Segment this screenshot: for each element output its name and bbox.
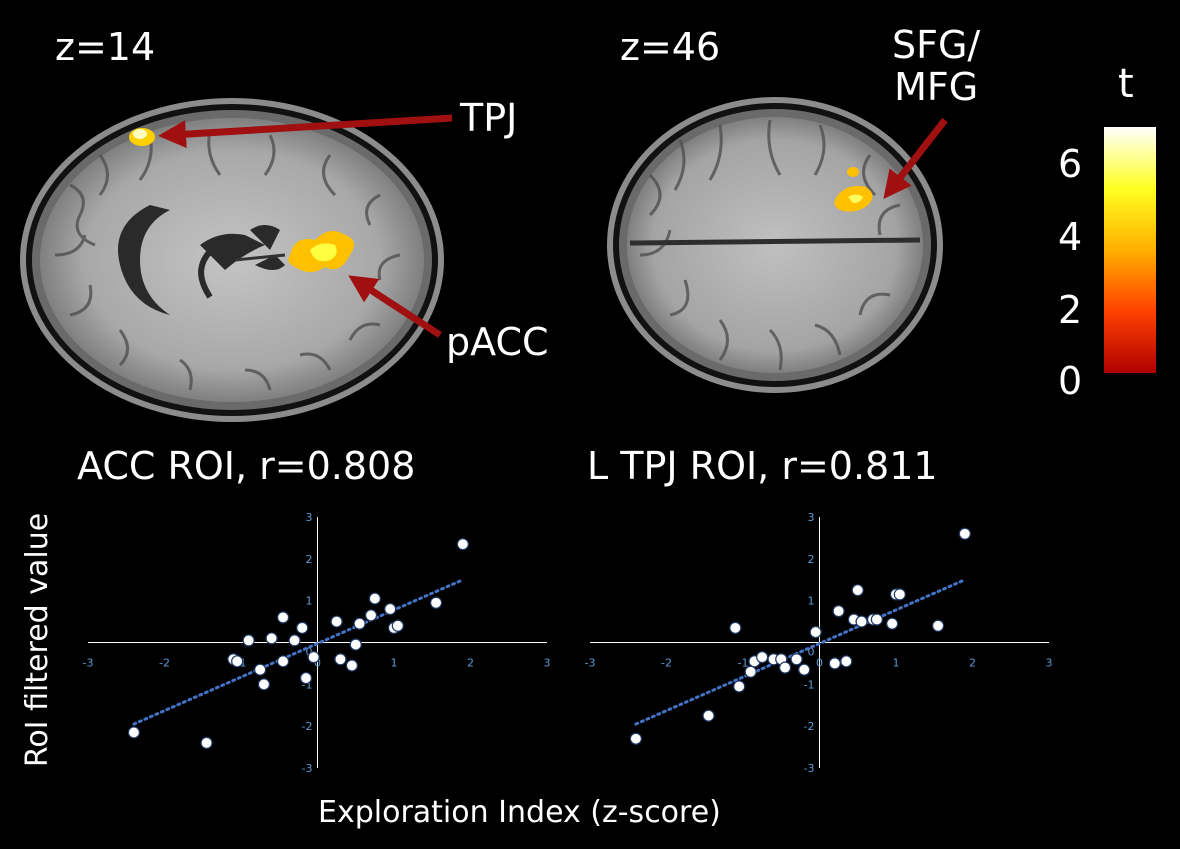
data-point — [886, 617, 899, 630]
data-point — [242, 634, 255, 647]
colorbar-tick: 0 — [1058, 359, 1083, 403]
data-point — [893, 588, 906, 601]
y-tick-label: -2 — [302, 720, 313, 733]
activation-blobs-z14 — [129, 128, 354, 272]
x-tick-label: -2 — [661, 657, 672, 670]
region-label-pacc: pACC — [446, 320, 549, 364]
data-point — [798, 663, 811, 676]
data-point — [345, 659, 359, 672]
data-point — [200, 736, 213, 749]
colorbar-title: t — [1118, 61, 1134, 107]
data-point — [629, 732, 643, 745]
data-point — [296, 621, 309, 634]
data-point — [391, 619, 404, 632]
x-tick-label: -3 — [83, 657, 94, 670]
data-point — [733, 680, 746, 693]
activation-blob-z46 — [834, 167, 873, 212]
y-tick-label: 2 — [306, 553, 313, 566]
data-point — [840, 655, 853, 668]
data-point — [702, 709, 715, 722]
data-point — [931, 619, 945, 632]
x-tick-label: 2 — [969, 657, 976, 670]
x-tick-label: -1 — [738, 657, 749, 670]
region-label-mfg: MFG — [894, 64, 979, 109]
x-tick-label: 3 — [1046, 657, 1053, 670]
data-point — [958, 527, 971, 540]
data-point — [832, 605, 845, 618]
data-point — [855, 615, 868, 628]
y-tick-label: 3 — [306, 511, 313, 524]
x-tick-label: 0 — [314, 657, 321, 670]
slice-label-z14: z=14 — [55, 25, 156, 69]
data-point — [364, 609, 378, 622]
x-tick-label: 1 — [893, 657, 900, 670]
data-point — [429, 596, 443, 609]
trend-line — [634, 578, 967, 726]
data-point — [744, 665, 757, 678]
brain-slice-z14 — [20, 98, 444, 422]
data-point — [384, 602, 397, 616]
data-point — [729, 621, 742, 634]
y-tick-label: 0 — [306, 646, 313, 659]
y-tick-label: 1 — [306, 595, 313, 608]
y-tick-label: -3 — [804, 762, 815, 775]
data-point — [368, 592, 381, 605]
trend-line — [132, 578, 465, 726]
data-point — [127, 726, 141, 739]
slice-label-z46: z=46 — [620, 25, 721, 69]
x-axis-title: Exploration Index (z-score) — [318, 795, 721, 830]
y-tick-label: -1 — [302, 678, 313, 691]
y-tick-label: 2 — [808, 553, 815, 566]
data-point — [456, 538, 469, 551]
colorbar-gradient — [1104, 127, 1156, 373]
arrow-pacc — [348, 275, 442, 338]
plot-title-acc: ACC ROI, r=0.808 — [77, 444, 416, 488]
y-tick-label: -2 — [804, 720, 815, 733]
x-tick-label: 1 — [391, 657, 398, 670]
data-point — [851, 584, 864, 597]
data-point — [307, 651, 320, 664]
x-tick-label: -2 — [159, 657, 170, 670]
plot-title-tpj: L TPJ ROI, r=0.811 — [587, 444, 938, 488]
data-point — [809, 625, 822, 639]
data-point — [276, 611, 290, 624]
y-tick-label: -3 — [302, 762, 313, 775]
y-tick-label: -1 — [804, 678, 815, 691]
data-point — [231, 655, 244, 668]
data-point — [828, 657, 841, 670]
data-point — [299, 671, 313, 685]
region-label-sfg: SFG/ — [892, 23, 981, 67]
y-tick-label: 1 — [808, 595, 815, 608]
x-tick-label: 3 — [544, 657, 551, 670]
x-tick-label: 2 — [467, 657, 474, 670]
data-point — [276, 655, 290, 668]
data-point — [257, 678, 271, 691]
data-point — [330, 615, 343, 628]
colorbar-tick: 4 — [1058, 215, 1083, 259]
colorbar-tick: 6 — [1058, 142, 1083, 186]
x-tick-label: 0 — [816, 657, 823, 670]
colorbar-tick: 2 — [1058, 288, 1083, 332]
data-point — [254, 663, 267, 676]
data-point — [334, 653, 347, 666]
data-point — [790, 653, 803, 666]
data-point — [778, 661, 792, 674]
region-label-sfg-mfg: SFG/ MFG — [892, 23, 981, 109]
data-point — [756, 651, 769, 664]
y-tick-label: 0 — [808, 646, 815, 659]
data-point — [353, 617, 366, 630]
y-tick-label: 3 — [808, 511, 815, 524]
arrow-sfg — [883, 117, 948, 200]
pointer-arrows — [158, 114, 948, 338]
data-point — [288, 634, 301, 647]
arrow-tpj — [158, 114, 453, 149]
y-axis-title: RoI filtered value — [20, 512, 55, 768]
data-point — [349, 638, 362, 651]
data-point — [870, 613, 883, 626]
x-tick-label: -3 — [585, 657, 596, 670]
region-label-tpj: TPJ — [460, 96, 518, 140]
data-point — [265, 632, 278, 645]
